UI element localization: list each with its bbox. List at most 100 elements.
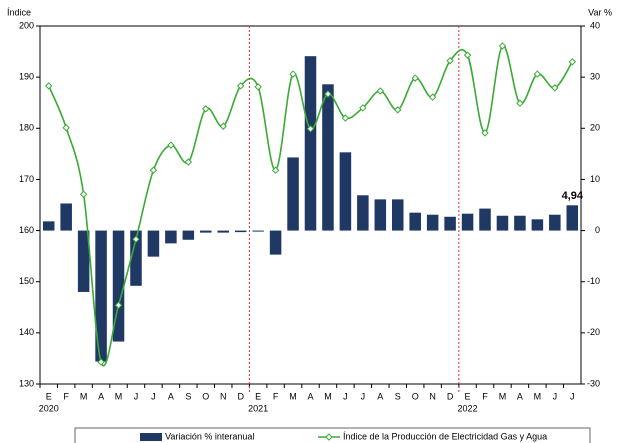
line-marker [324, 90, 332, 98]
line-marker [481, 129, 489, 137]
x-tick-label: A [307, 391, 313, 401]
bar [77, 230, 90, 292]
y-tick-label: 200 [19, 20, 34, 30]
line-marker [411, 74, 419, 82]
line-marker [568, 58, 576, 66]
bar [112, 230, 125, 342]
line-marker [184, 158, 193, 166]
x-tick-label: M [115, 391, 123, 401]
y2-tick-label: 40 [590, 20, 600, 30]
x-tick-label: E [255, 391, 261, 401]
y-tick-label: 180 [19, 123, 34, 133]
line-marker [341, 114, 350, 122]
line-marker [376, 87, 385, 95]
line-marker [62, 124, 70, 132]
x-tick-label: F [482, 391, 488, 401]
y2-axis-title: Var % [588, 7, 612, 17]
line-marker [79, 190, 88, 198]
y-tick-label: 140 [19, 327, 34, 337]
x-tick-label: O [412, 391, 419, 401]
bar [566, 205, 579, 231]
legend-swatch [140, 433, 162, 441]
x-tick-label: J [151, 391, 156, 401]
y-tick-label: 190 [19, 72, 34, 82]
x-tick-label: J [553, 391, 558, 401]
line-marker [533, 70, 542, 78]
line-marker [498, 42, 507, 50]
line-marker [202, 105, 210, 113]
x-tick-label: J [343, 391, 348, 401]
x-tick-label: M [499, 391, 507, 401]
line-marker [306, 125, 315, 133]
x-tick-label: J [361, 391, 366, 401]
bar [444, 216, 456, 231]
x-tick-label: S [395, 391, 401, 401]
legend-box [74, 427, 591, 443]
x-tick-label: E [46, 391, 52, 401]
line-marker [219, 122, 227, 130]
x-tick-label: A [98, 391, 104, 401]
x-tick-label: S [185, 391, 191, 401]
bar [461, 213, 474, 231]
y-axis-title: Índice [7, 7, 31, 17]
bar [409, 212, 421, 231]
bar [147, 230, 160, 257]
y-tick-label: 150 [19, 276, 34, 286]
line-marker [428, 93, 437, 101]
y-tick-label: 160 [19, 225, 34, 235]
bar [130, 230, 142, 286]
bar [165, 230, 177, 244]
year-label: 2022 [458, 403, 478, 413]
bar [357, 195, 369, 231]
x-tick-label: A [168, 391, 174, 401]
bar [200, 230, 212, 233]
line-marker [359, 104, 367, 112]
line-marker [551, 84, 559, 92]
x-tick-label: F [273, 391, 279, 401]
bar [531, 219, 544, 231]
y-tick-label: 130 [19, 378, 34, 388]
bar [95, 230, 107, 362]
line-marker [236, 82, 245, 90]
legend-label: Variación % interanual [165, 431, 254, 441]
bar [42, 221, 55, 231]
x-tick-label: M [324, 391, 332, 401]
line-marker [289, 70, 297, 78]
y2-tick-label: 0 [595, 225, 600, 235]
x-tick-label: M [289, 391, 297, 401]
year-label: 2020 [39, 403, 59, 413]
bar [182, 230, 195, 240]
x-tick-label: F [63, 391, 69, 401]
bar [391, 199, 404, 231]
bar [339, 152, 352, 231]
x-tick-label: N [429, 391, 436, 401]
line-marker [463, 51, 472, 59]
y2-tick-label: 10 [590, 174, 600, 184]
bar [217, 230, 230, 233]
x-tick-label: E [465, 391, 471, 401]
x-tick-label: A [517, 391, 523, 401]
bar [322, 84, 334, 231]
year-label: 2021 [248, 403, 268, 413]
y-tick-label: 170 [19, 174, 34, 184]
line-marker [516, 99, 524, 107]
legend-swatch-marker [325, 433, 333, 441]
bar [234, 230, 247, 233]
x-tick-label: M [534, 391, 542, 401]
bar [252, 230, 264, 232]
x-tick-label: D [447, 391, 454, 401]
line-marker [394, 106, 402, 114]
line-marker [446, 57, 454, 65]
bar [374, 199, 387, 231]
y2-tick-label: -10 [587, 276, 600, 286]
y2-tick-label: 20 [590, 123, 600, 133]
line-marker [167, 141, 175, 149]
legend-label: Índice de la Producción de Electricidad … [343, 431, 547, 441]
data-label: 4,94 [562, 190, 584, 202]
bar [549, 214, 561, 231]
y2-tick-label: -20 [587, 327, 600, 337]
bar [304, 56, 317, 231]
y2-tick-label: 30 [590, 72, 600, 82]
x-tick-label: J [134, 391, 139, 401]
line-marker [271, 166, 280, 174]
